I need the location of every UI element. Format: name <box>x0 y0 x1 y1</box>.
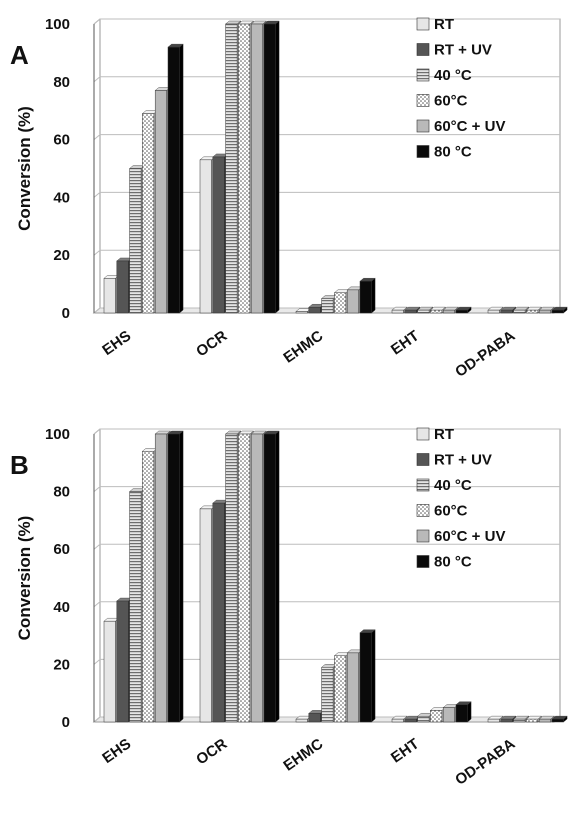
legend-item: 80 °C <box>416 144 472 161</box>
legend-item: RT + UV <box>416 42 492 59</box>
bar-eht-5 <box>442 306 459 314</box>
y-tick-label: 60 <box>53 132 70 149</box>
bar-od-paba-1 <box>487 715 504 723</box>
legend-swatch <box>416 119 430 133</box>
chart-panel-a: 0 20 40 60 80 100 EHS OCR EHMC EHT OD-PABA Conversi… <box>10 16 568 381</box>
x-tick-label: OCR <box>193 327 230 360</box>
legend-item: 60°C <box>416 503 468 520</box>
gridline <box>93 601 560 608</box>
x-tick-label: OD-PABA <box>452 735 518 789</box>
bar-od-paba-2 <box>500 306 517 314</box>
bar-ehmc-2 <box>308 709 325 723</box>
legend-swatch <box>416 68 430 82</box>
y-tick-label: 20 <box>53 247 70 264</box>
legend-swatch <box>416 555 430 568</box>
legend-swatch <box>416 94 430 107</box>
panel-label: B <box>10 450 29 480</box>
gridline <box>93 191 560 198</box>
legend-label: RT <box>434 426 454 443</box>
legend-item: 60°C <box>416 93 468 110</box>
panel-label: A <box>10 40 29 70</box>
gridline <box>93 428 560 435</box>
bar-eht-2 <box>404 306 421 314</box>
bar-od-paba-5 <box>538 306 555 314</box>
legend-item: 40 °C <box>416 67 472 84</box>
legend: RT RT + UV 40 °C 60°C 60°C + UV 80 °C <box>416 426 505 571</box>
legend-swatch <box>416 43 430 56</box>
bar-ehs-6 <box>167 43 184 314</box>
x-tick-label: EHT <box>388 327 422 358</box>
legend-label: 80 °C <box>434 554 472 571</box>
legend-swatch <box>416 17 430 31</box>
y-tick-label: 20 <box>53 656 70 673</box>
bar-ehmc-1 <box>295 308 312 314</box>
x-tick-label: EHMC <box>280 327 326 366</box>
legend-label: 40 °C <box>434 67 472 84</box>
x-tick-label: EHMC <box>280 735 326 774</box>
y-tick-label: 0 <box>62 305 70 322</box>
legend-label: 60°C + UV <box>434 118 505 135</box>
legend-item: 60°C + UV <box>416 118 505 135</box>
gridline <box>93 18 560 25</box>
y-axis-title: Conversion (%) <box>15 516 34 641</box>
legend-swatch <box>416 145 430 158</box>
bar-od-paba-6 <box>551 306 568 314</box>
legend-label: 80 °C <box>434 144 472 161</box>
x-tick-label: EHT <box>388 735 422 766</box>
bar-ocr-6 <box>263 20 280 314</box>
x-tick-label: OD-PABA <box>452 327 518 381</box>
y-tick-label: 0 <box>62 714 70 731</box>
x-tick-label: EHS <box>99 735 134 767</box>
bar-ehs-6 <box>167 430 184 723</box>
legend-item: RT <box>416 16 454 33</box>
bar-ehmc-6 <box>359 629 376 723</box>
bar-od-paba-4 <box>525 715 543 723</box>
legend-label: RT + UV <box>434 42 492 59</box>
legend-label: 40 °C <box>434 477 472 494</box>
legend-label: 60°C <box>434 93 468 110</box>
chart-panel-b: 0 20 40 60 80 100 EHS OCR EHMC EHT OD-PABA Conversi… <box>10 426 568 789</box>
legend-label: RT + UV <box>434 452 492 469</box>
bar-eht-6 <box>455 701 472 723</box>
legend-label: 60°C <box>434 503 468 520</box>
legend: RT RT + UV 40 °C 60°C 60°C + UV 80 °C <box>416 16 505 161</box>
legend-swatch <box>416 427 430 441</box>
legend-swatch <box>416 478 430 492</box>
legend-item: RT <box>416 426 454 443</box>
legend-item: 80 °C <box>416 554 472 571</box>
gridline <box>93 134 560 140</box>
y-tick-label: 100 <box>45 426 70 443</box>
gridline <box>93 76 560 83</box>
legend-swatch <box>416 529 430 543</box>
legend-swatch <box>416 453 430 466</box>
legend-label: 60°C + UV <box>434 528 505 545</box>
bar-ehmc-6 <box>359 277 376 314</box>
bar-ocr-6 <box>263 430 280 723</box>
y-tick-label: 40 <box>53 189 70 206</box>
y-tick-label: 60 <box>53 541 70 558</box>
x-tick-label: OCR <box>193 735 230 768</box>
y-tick-label: 80 <box>53 74 70 91</box>
y-axis-title: Conversion (%) <box>15 106 34 231</box>
legend-item: 60°C + UV <box>416 528 505 545</box>
y-tick-label: 80 <box>53 484 70 501</box>
x-tick-label: EHS <box>99 327 134 359</box>
bar-eht-6 <box>455 306 472 314</box>
legend-item: 40 °C <box>416 477 472 494</box>
gridline <box>93 249 560 256</box>
gridline <box>93 543 560 550</box>
bar-od-paba-6 <box>551 715 568 723</box>
legend-label: RT <box>434 16 454 33</box>
bar-od-paba-3 <box>513 715 530 723</box>
y-tick-label: 100 <box>45 16 70 33</box>
gridline <box>93 486 560 492</box>
gridline <box>93 658 560 665</box>
legend-swatch <box>416 504 430 517</box>
legend-item: RT + UV <box>416 452 492 469</box>
y-tick-label: 40 <box>53 599 70 616</box>
